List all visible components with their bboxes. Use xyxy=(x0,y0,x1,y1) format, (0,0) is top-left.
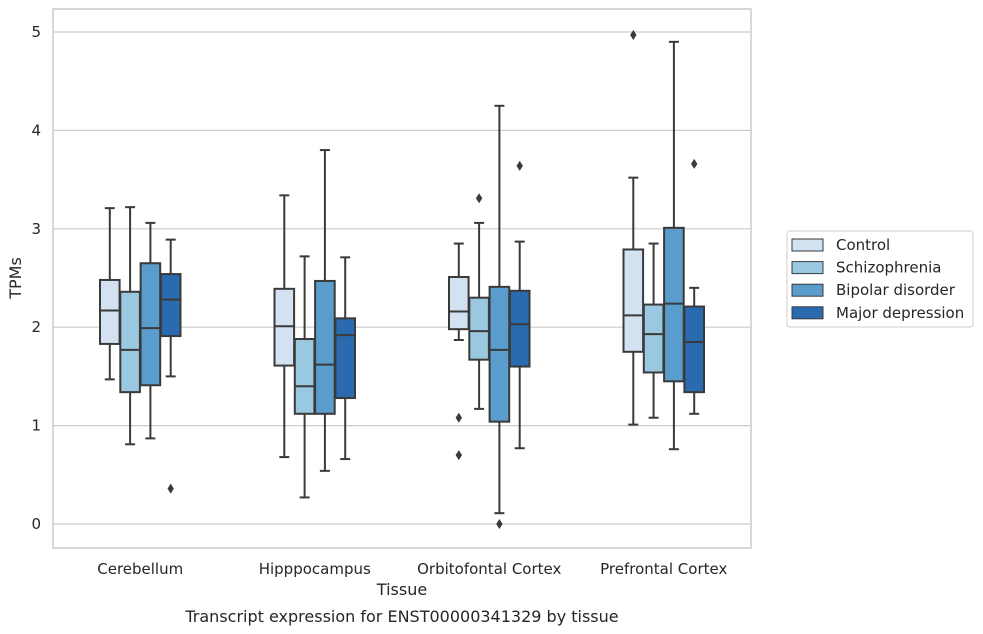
x-tick-labels: Cerebellum Hipppocampus Orbitofontal Corte… xyxy=(97,560,727,578)
legend-frame xyxy=(786,230,974,328)
outlier-point xyxy=(630,29,637,40)
box-group xyxy=(99,207,121,381)
legend-item: Schizophrenia xyxy=(791,259,941,277)
box-iqr xyxy=(468,296,490,361)
x-tick-label: Hipppocampus xyxy=(259,560,371,578)
legend-label: Major depression xyxy=(836,304,964,322)
box-iqr xyxy=(99,278,121,345)
box-iqr xyxy=(139,262,162,387)
box-iqr xyxy=(488,285,511,423)
box-group xyxy=(334,256,356,461)
box-iqr xyxy=(448,276,470,331)
legend-label: Control xyxy=(836,236,890,254)
x-tick-label: Prefrontal Cortex xyxy=(600,560,727,578)
box-group xyxy=(488,104,511,529)
box-iqr xyxy=(642,303,665,374)
box-group xyxy=(622,29,645,426)
y-tick-label: 0 xyxy=(31,515,41,533)
outlier-point xyxy=(455,412,462,423)
box-group xyxy=(273,194,296,459)
outlier-point xyxy=(691,158,698,169)
box-group xyxy=(314,149,336,472)
outlier-point xyxy=(516,160,523,171)
box-group xyxy=(663,40,685,451)
y-tick-label: 4 xyxy=(31,121,41,139)
box-iqr xyxy=(119,290,141,394)
box-iqr xyxy=(508,289,531,368)
y-axis-title: TPMs xyxy=(6,257,25,300)
legend-label: Bipolar disorder xyxy=(836,281,956,299)
box-iqr xyxy=(293,338,316,415)
y-tick-label: 1 xyxy=(31,417,41,435)
legend-item: Bipolar disorder xyxy=(791,281,956,299)
box-group xyxy=(508,160,531,450)
box-iqr xyxy=(314,279,336,415)
legend-swatch xyxy=(791,306,824,320)
outlier-point xyxy=(167,483,174,494)
y-tick-label: 5 xyxy=(31,23,41,41)
chart-caption: Transcript expression for ENST0000034132… xyxy=(184,607,618,626)
boxes xyxy=(99,29,706,529)
box-group xyxy=(119,206,141,446)
box-group xyxy=(159,238,182,494)
legend-label: Schizophrenia xyxy=(836,259,941,277)
box-iqr xyxy=(334,317,356,400)
outlier-point xyxy=(475,193,483,204)
box-iqr xyxy=(683,305,706,394)
legend-swatch xyxy=(791,283,824,297)
outlier-point xyxy=(496,519,503,529)
y-tick-label: 3 xyxy=(31,220,41,238)
x-axis-title: Tissue xyxy=(376,580,427,599)
box-iqr xyxy=(159,273,182,338)
legend-swatch xyxy=(791,261,824,275)
box-group xyxy=(683,158,706,415)
y-tick-label: 2 xyxy=(31,318,41,336)
box-group xyxy=(642,242,665,419)
legend: Control Schizophrenia Bipolar disorder Majo… xyxy=(786,230,974,328)
legend-swatch xyxy=(791,238,824,252)
legend-item: Control xyxy=(791,236,890,254)
legend-item: Major depression xyxy=(791,304,964,322)
box-iqr xyxy=(622,248,645,353)
x-tick-label: Orbitofontal Cortex xyxy=(417,560,561,578)
y-tick-labels: 0 1 2 3 4 5 xyxy=(31,23,41,533)
outlier-point xyxy=(455,450,462,461)
x-tick-label: Cerebellum xyxy=(97,560,183,578)
plot-frame xyxy=(52,8,752,549)
